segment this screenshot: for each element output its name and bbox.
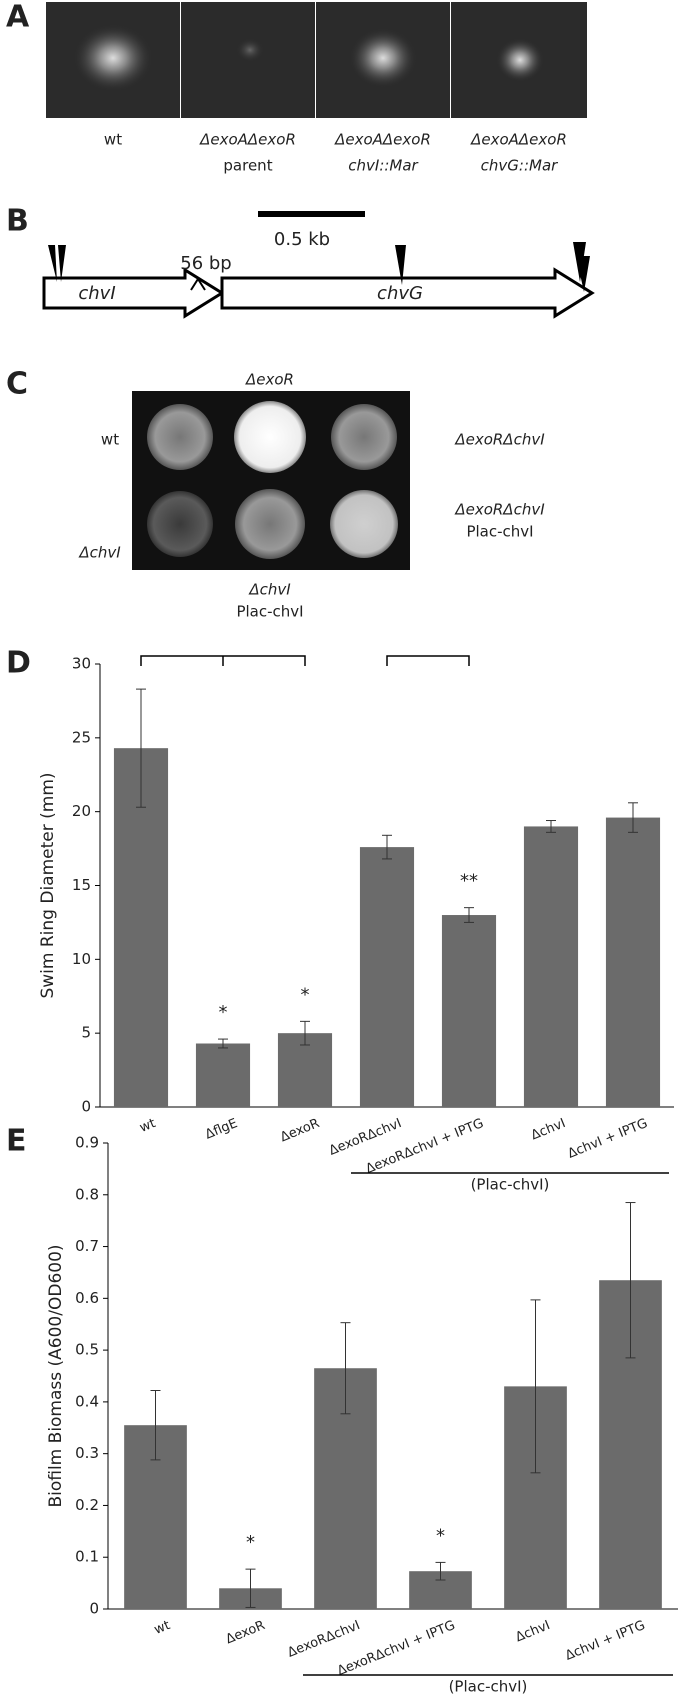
y-tick-label: 0.4 xyxy=(75,1392,99,1410)
y-tick-label: 0.6 xyxy=(75,1289,99,1307)
caption: wt xyxy=(104,131,122,149)
significance: * xyxy=(436,1525,445,1546)
x-tick-label: ΔchvI xyxy=(513,1618,552,1645)
x-tick-label: wt xyxy=(152,1618,172,1638)
significance: ** xyxy=(460,871,478,892)
gene-label: chvI xyxy=(78,283,115,304)
bar xyxy=(359,847,415,1107)
significance: * xyxy=(301,984,310,1005)
gene-map xyxy=(42,211,595,319)
y-tick-label: 0.1 xyxy=(75,1548,99,1566)
x-tick-label: ΔchvI + IPTG xyxy=(563,1618,647,1664)
y-tick-label: 0.7 xyxy=(75,1237,99,1255)
y-axis-label: Biofilm Biomass (A600/OD600) xyxy=(46,1244,66,1507)
panel-label: D xyxy=(6,646,31,681)
x-tick-label: wt xyxy=(138,1116,158,1136)
strain-label: wt xyxy=(101,431,119,449)
x-tick-label: ΔchvI + IPTG xyxy=(566,1116,650,1162)
strain-label: ΔexoR xyxy=(245,371,294,389)
y-tick-label: 0.3 xyxy=(75,1444,99,1462)
bar xyxy=(195,1043,251,1107)
x-tick-label: ΔchvI xyxy=(529,1116,568,1143)
bar xyxy=(605,817,661,1107)
y-axis-label: Swim Ring Diameter (mm) xyxy=(38,772,58,998)
panel-label: A xyxy=(6,0,30,35)
x-tick-label: ΔexoR xyxy=(224,1618,268,1647)
caption: ΔexoAΔexoR xyxy=(334,131,431,149)
y-tick-label: 0 xyxy=(81,1098,91,1116)
gap-label: 56 bp xyxy=(180,253,231,274)
caption: chvI::Mar xyxy=(348,157,418,175)
x-tick-label: ΔexoR xyxy=(278,1116,322,1145)
strain-label: ΔchvI xyxy=(78,544,121,562)
y-tick-label: 0.9 xyxy=(75,1134,99,1152)
y-tick-label: 10 xyxy=(72,950,91,968)
y-tick-label: 0 xyxy=(89,1600,99,1618)
significance: * xyxy=(246,1532,255,1553)
strain-label: ΔexoRΔchvI xyxy=(454,431,545,449)
significance: * xyxy=(219,1002,228,1023)
plate-image xyxy=(132,391,410,570)
scale-label: 0.5 kb xyxy=(274,229,330,250)
caption: parent xyxy=(223,157,272,175)
y-tick-label: 0.2 xyxy=(75,1496,99,1514)
caption: ΔexoAΔexoR xyxy=(470,131,567,149)
panel-label: B xyxy=(6,204,29,239)
caption: chvG::Mar xyxy=(481,157,558,175)
y-tick-label: 0.8 xyxy=(75,1185,99,1203)
x-tick-label: ΔflgE xyxy=(203,1116,240,1142)
panel-label: E xyxy=(6,1124,27,1159)
strain-label: Plac-chvI xyxy=(466,523,533,541)
caption: ΔexoAΔexoR xyxy=(199,131,296,149)
x-tick-label: ΔexoRΔchvI xyxy=(286,1618,363,1661)
y-tick-label: 5 xyxy=(81,1024,91,1042)
y-tick-label: 0.5 xyxy=(75,1341,99,1359)
bar xyxy=(523,826,579,1107)
y-tick-label: 25 xyxy=(72,728,91,746)
panel-label: C xyxy=(6,367,28,402)
strain-label: Plac-chvI xyxy=(236,603,303,621)
bar xyxy=(441,915,497,1107)
strain-label: ΔchvI xyxy=(248,581,291,599)
bracket xyxy=(386,655,470,666)
y-tick-label: 20 xyxy=(72,802,91,820)
strain-label: ΔexoRΔchvI xyxy=(454,501,545,519)
gene-label: chvG xyxy=(377,283,423,304)
bar xyxy=(113,748,169,1107)
y-tick-label: 15 xyxy=(72,876,91,894)
y-tick-label: 30 xyxy=(72,655,91,673)
group-label: (Plac-chvI) xyxy=(449,1678,528,1696)
group-label: (Plac-chvI) xyxy=(471,1176,550,1194)
panel-a-images xyxy=(46,2,587,118)
